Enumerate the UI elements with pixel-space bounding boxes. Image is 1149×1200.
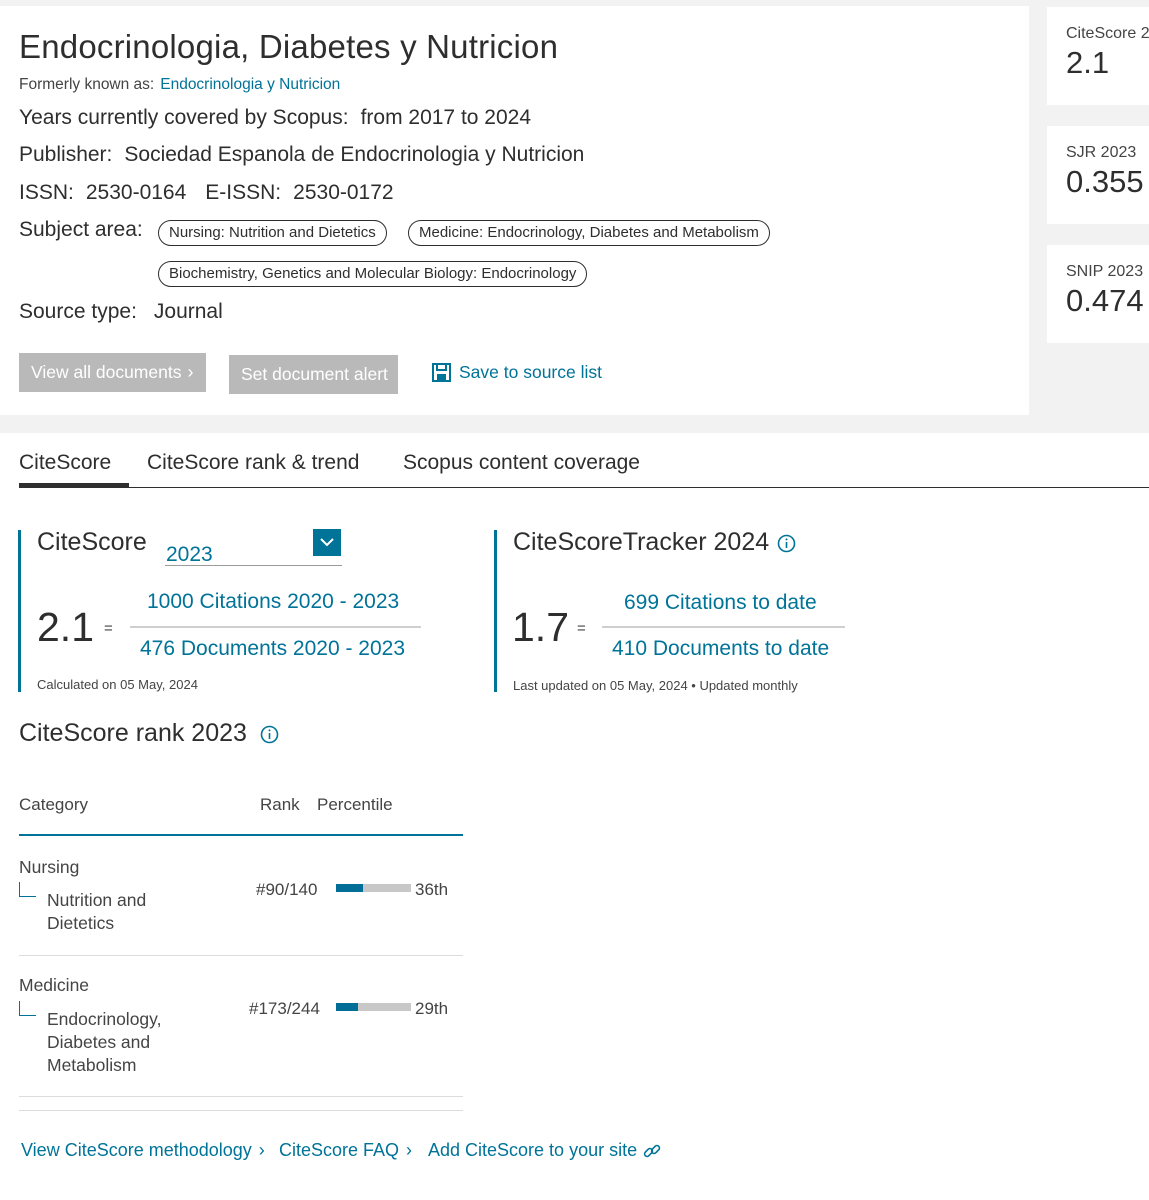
column-header-category: Category: [19, 795, 88, 814]
source-info-card: [0, 6, 1029, 415]
years-label: Years currently covered by Scopus:: [19, 106, 349, 129]
view-all-documents-button[interactable]: View all documents ›: [19, 353, 206, 392]
issn: ISSN: 2530-0164 E-ISSN: 2530-0172: [19, 181, 394, 205]
eissn-value: 2530-0172: [293, 181, 394, 204]
column-header-percentile: Percentile: [317, 795, 393, 814]
citescore-calculated-date: Calculated on 05 May, 2024: [37, 677, 198, 692]
add-citescore-link[interactable]: Add CiteScore to your site: [428, 1140, 662, 1161]
citescore-title: CiteScore: [37, 528, 147, 556]
percentile-value: 29th: [415, 999, 449, 1018]
tracker-documents-link[interactable]: 410 Documents to date: [612, 637, 830, 660]
subject-chip[interactable]: Medicine: Endocrinology, Diabetes and Me…: [408, 220, 770, 246]
sjr-metric-label: SJR 2023: [1066, 144, 1137, 161]
chevron-right-icon: ›: [258, 1140, 265, 1160]
citescore-documents-link[interactable]: 476 Documents 2020 - 2023: [140, 637, 406, 660]
citescore-citations-link[interactable]: 1000 Citations 2020 - 2023: [147, 590, 400, 613]
formerly-known-as: Formerly known as: Endocrinologia y Nutri…: [19, 76, 340, 94]
issn-label: ISSN:: [19, 181, 74, 204]
issn-value: 2530-0164: [85, 181, 187, 204]
tracker-value: 1.7: [512, 604, 569, 650]
subject-chip[interactable]: Biochemistry, Genetics and Molecular Bio…: [158, 261, 588, 287]
tab-scopus-content-coverage[interactable]: Scopus content coverage: [403, 451, 640, 474]
chevron-right-icon: ›: [406, 1140, 413, 1160]
sjr-metric-value: 0.355: [1066, 164, 1144, 199]
citescore-rank-title: CiteScore rank 2023: [19, 719, 247, 747]
tab-citescore[interactable]: CiteScore: [19, 451, 112, 474]
tracker-equals: =: [577, 620, 586, 637]
view-citescore-methodology-link[interactable]: View CiteScore methodology ›: [21, 1140, 265, 1161]
subject-chip[interactable]: Nursing: Nutrition and Dietetics: [158, 220, 387, 246]
snip-metric-card: SNIP 2023 0.474: [1047, 245, 1149, 343]
percentile-bar: [336, 884, 411, 892]
publisher-value: Sociedad Espanola de Endocrinologia y Nu…: [124, 143, 585, 166]
journal-title: Endocrinologia, Diabetes y Nutricion: [19, 28, 559, 65]
active-tab-indicator: [19, 483, 129, 488]
info-icon[interactable]: [260, 725, 279, 744]
percentile-bar: [336, 1003, 411, 1011]
table-row-divider: [19, 955, 463, 956]
tree-elbow-icon: [19, 882, 36, 897]
view-all-documents-label: View all documents: [31, 362, 182, 382]
formerly-link[interactable]: Endocrinologia y Nutricion: [160, 76, 341, 93]
citescore-value: 2.1: [37, 604, 94, 650]
citescore-faq-link[interactable]: CiteScore FAQ ›: [279, 1140, 412, 1161]
save-icon: [432, 363, 451, 382]
snip-metric-value: 0.474: [1066, 283, 1144, 318]
formerly-label: Formerly known as:: [19, 76, 155, 93]
rank-subcategory: Nutrition and Dietetics: [47, 890, 147, 933]
eissn-label: E-ISSN:: [205, 181, 282, 204]
save-to-source-list-label: Save to source list: [459, 362, 602, 382]
tracker-fraction-line: [602, 626, 845, 628]
add-citescore-label: Add CiteScore to your site: [428, 1140, 638, 1160]
tracker-citations-link[interactable]: 699 Citations to date: [624, 591, 817, 614]
citescore-accent-bar: [18, 530, 21, 692]
citescore-year-select[interactable]: 2023: [165, 529, 342, 566]
citescore-tracker-title: CiteScoreTracker 2024: [513, 528, 770, 556]
rank-category: Medicine: [19, 975, 90, 995]
years-covered: Years currently covered by Scopus: from 2…: [19, 106, 531, 130]
citescore-metric-value: 2.1: [1066, 45, 1110, 80]
subject-area-label: Subject area:: [19, 218, 143, 241]
chevron-down-icon[interactable]: [313, 529, 341, 556]
citescore-fraction-line: [130, 626, 421, 628]
sjr-metric-card: SJR 2023 0.355: [1047, 126, 1149, 224]
set-document-alert-label: Set document alert: [241, 364, 388, 384]
tab-citescore-rank-trend[interactable]: CiteScore rank & trend: [147, 451, 360, 474]
tree-elbow-icon: [19, 1001, 36, 1016]
table-bottom-divider: [19, 1110, 463, 1111]
set-document-alert-button[interactable]: Set document alert: [229, 355, 398, 394]
rank-value: #173/244: [249, 999, 320, 1018]
percentile-value: 36th: [415, 880, 449, 899]
citescore-metric-card: CiteScore 2023 2.1: [1047, 7, 1149, 105]
chevron-right-icon: ›: [187, 362, 194, 382]
column-header-rank: Rank: [260, 795, 300, 814]
rank-value: #90/140: [256, 880, 318, 899]
table-row-divider: [19, 1096, 463, 1097]
source-type-value: Journal: [153, 300, 223, 323]
publisher-label: Publisher:: [19, 143, 113, 166]
years-value: from 2017 to 2024: [360, 106, 532, 129]
percentile-bar-fill: [336, 884, 363, 892]
tracker-updated-note: Last updated on 05 May, 2024 • Updated m…: [513, 678, 798, 693]
publisher: Publisher: Sociedad Espanola de Endocrino…: [19, 143, 584, 167]
faq-label: CiteScore FAQ: [279, 1140, 400, 1160]
methodology-label: View CiteScore methodology: [21, 1140, 252, 1160]
source-type-label: Source type:: [19, 300, 137, 323]
table-header-divider: [19, 834, 463, 836]
info-icon[interactable]: [777, 534, 796, 553]
tab-bar: CiteScore CiteScore rank & trend Scopus …: [19, 448, 1149, 488]
citescore-metric-label: CiteScore 2023: [1066, 25, 1149, 42]
citescore-equals: =: [104, 620, 113, 637]
save-to-source-list-link[interactable]: Save to source list: [432, 362, 602, 383]
tracker-accent-bar: [494, 530, 497, 692]
citescore-year-value: 2023: [166, 543, 213, 566]
snip-metric-label: SNIP 2023: [1066, 263, 1144, 280]
rank-subcategory: Endocrinology, Diabetes and Metabolism: [47, 1009, 162, 1075]
link-icon: [643, 1144, 661, 1157]
rank-category: Nursing: [19, 857, 80, 877]
percentile-bar-fill: [336, 1003, 358, 1011]
source-type: Source type: Journal: [19, 300, 223, 324]
